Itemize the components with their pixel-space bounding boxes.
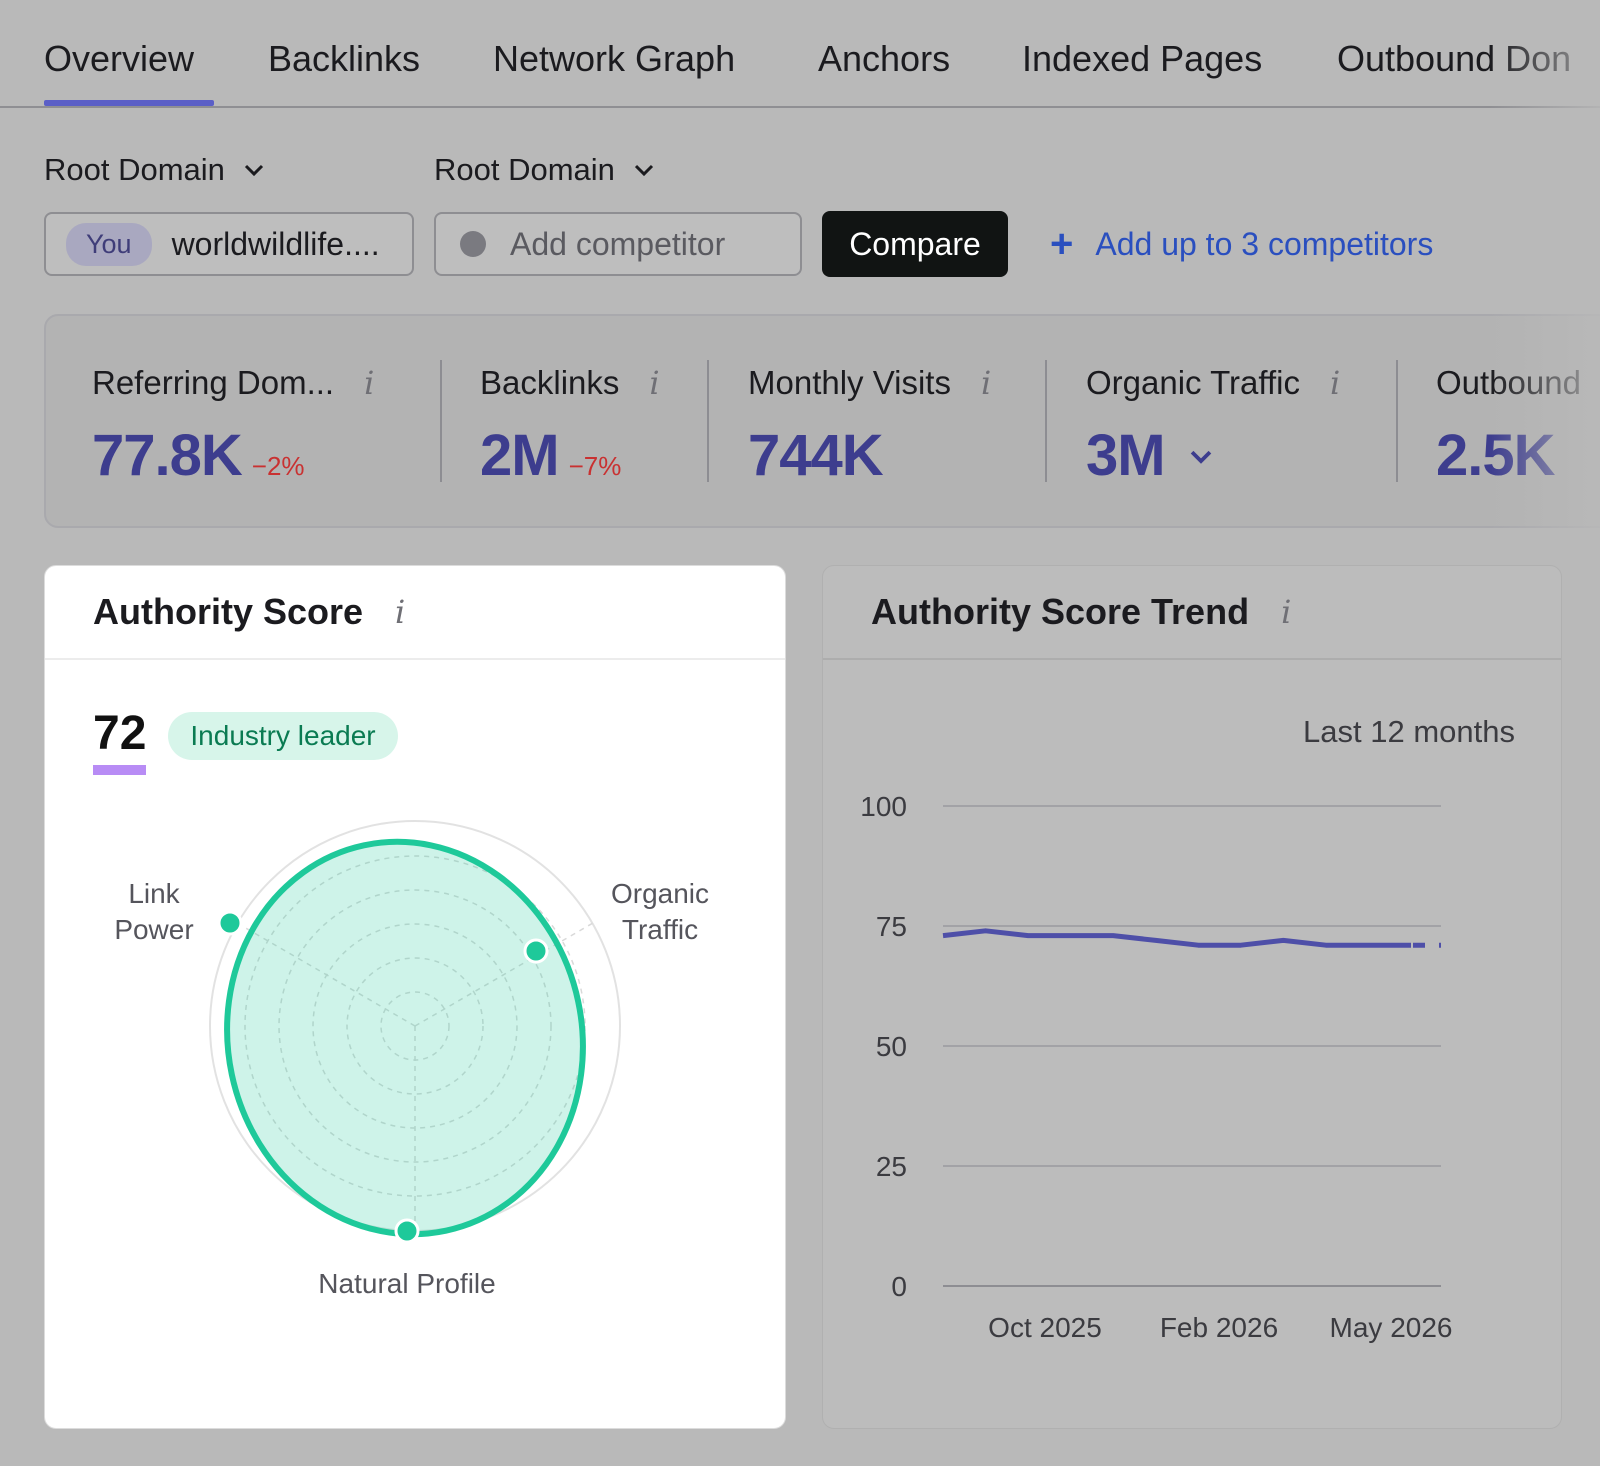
metric-delta: −2% [251, 451, 305, 481]
root-domain-dropdown-competitor[interactable]: Root Domain [434, 152, 655, 188]
trend-series-line [942, 928, 1411, 948]
tab-indexed-pages[interactable]: Indexed Pages [1022, 38, 1263, 79]
radar-label-organic-traffic: Organic Traffic [610, 878, 710, 946]
metric-label: Backlinks [480, 364, 620, 401]
compare-button[interactable]: Compare [822, 211, 1008, 277]
card-title: Authority Score [93, 591, 364, 632]
info-icon[interactable]: i [395, 593, 406, 631]
metric-delta: −7% [568, 451, 622, 481]
chevron-down-icon [634, 164, 653, 177]
add-competitors-link[interactable]: + Add up to 3 competitors [1050, 224, 1433, 264]
divider [1396, 360, 1398, 482]
competitor-placeholder: Add competitor [510, 225, 726, 262]
dropdown-label: Root Domain [44, 152, 225, 187]
info-icon[interactable]: i [980, 364, 992, 402]
chevron-down-icon [244, 164, 263, 177]
metric-value: 3M [1086, 423, 1166, 488]
add-competitors-label: Add up to 3 competitors [1095, 225, 1434, 262]
metric-label: Referring Dom... [92, 364, 335, 401]
tab-network-graph[interactable]: Network Graph [493, 38, 736, 79]
metric-value: 2M [480, 423, 560, 488]
y-tick-label: 75 [876, 911, 907, 942]
metrics-panel: Referring Dom... i 77.8K −2% Backlinks i 2M… [44, 314, 1600, 528]
metric-value: 2.5K [1436, 423, 1556, 488]
tab-bar: Overview Backlinks Network Graph Anchors… [0, 0, 1600, 108]
info-icon[interactable]: i [1329, 364, 1341, 402]
industry-badge: Industry leader [168, 711, 398, 760]
radar-label-link-power: Link Power [114, 878, 194, 946]
chevron-down-icon[interactable] [1187, 442, 1215, 470]
authority-trend-card: Authority Score Trend i Last 12 months 1… [822, 565, 1562, 1429]
info-icon[interactable]: i [1281, 593, 1292, 631]
metric-referring-domains[interactable]: Referring Dom... i 77.8K −2% [92, 364, 374, 489]
divider [1045, 360, 1047, 482]
radar-point-natural-profile [394, 1218, 420, 1244]
radar-grid [236, 855, 594, 1231]
info-icon[interactable]: i [364, 364, 375, 402]
root-domain-dropdown-you[interactable]: Root Domain [44, 152, 265, 188]
divider [707, 360, 709, 482]
y-tick-label: 0 [891, 1271, 907, 1302]
you-chip: You [66, 222, 152, 266]
y-tick-label: 50 [876, 1031, 907, 1062]
card-title: Authority Score Trend [871, 591, 1250, 632]
authority-score-value: 72 [93, 706, 147, 775]
your-domain-value: worldwildlife.... [171, 225, 380, 262]
metric-label: Monthly Visits [748, 364, 951, 401]
y-tick-label: 25 [876, 1151, 907, 1182]
divider [440, 360, 442, 482]
radar-label-natural-profile: Natural Profile [318, 1268, 496, 1299]
metric-organic-traffic[interactable]: Organic Traffic i 3M [1086, 364, 1340, 489]
tab-anchors[interactable]: Anchors [818, 38, 951, 79]
metric-label: Organic Traffic [1086, 364, 1300, 401]
info-icon[interactable]: i [649, 364, 660, 402]
x-tick-label: Feb 2026 [1160, 1312, 1278, 1343]
your-domain-field[interactable]: You worldwildlife.... [44, 212, 414, 276]
competitor-color-dot [460, 231, 486, 257]
dropdown-label: Root Domain [434, 152, 615, 187]
metric-value: 744K [748, 423, 884, 488]
metric-backlinks[interactable]: Backlinks i 2M −7% [480, 364, 660, 489]
radar-area [224, 838, 586, 1238]
tab-outbound-domains[interactable]: Outbound Don [1337, 38, 1572, 79]
tab-backlinks[interactable]: Backlinks [268, 38, 421, 79]
metric-monthly-visits[interactable]: Monthly Visits i 744K [748, 364, 991, 489]
tab-overview[interactable]: Overview [44, 38, 215, 106]
metric-outbound[interactable]: Outbound 2.5K [1436, 364, 1581, 489]
plus-icon: + [1050, 222, 1074, 266]
metric-label: Outbound [1436, 364, 1581, 401]
metric-value: 77.8K [92, 423, 243, 488]
x-tick-label: Oct 2025 [988, 1312, 1102, 1343]
competitor-input[interactable]: Add competitor [434, 212, 802, 276]
authority-score-card: Authority Score i 72 Industry leader Lin… [44, 565, 786, 1429]
trend-line-chart: 100 75 50 25 0 Oct 2025 Feb 2026 May 2026 [860, 791, 1453, 1343]
authority-radar-chart [209, 820, 621, 1244]
y-tick-label: 100 [860, 791, 907, 822]
radar-point-organic-traffic [523, 938, 549, 964]
period-selector[interactable]: Last 12 months [1303, 714, 1515, 749]
radar-point-link-power [217, 910, 243, 936]
x-tick-label: May 2026 [1330, 1312, 1453, 1343]
